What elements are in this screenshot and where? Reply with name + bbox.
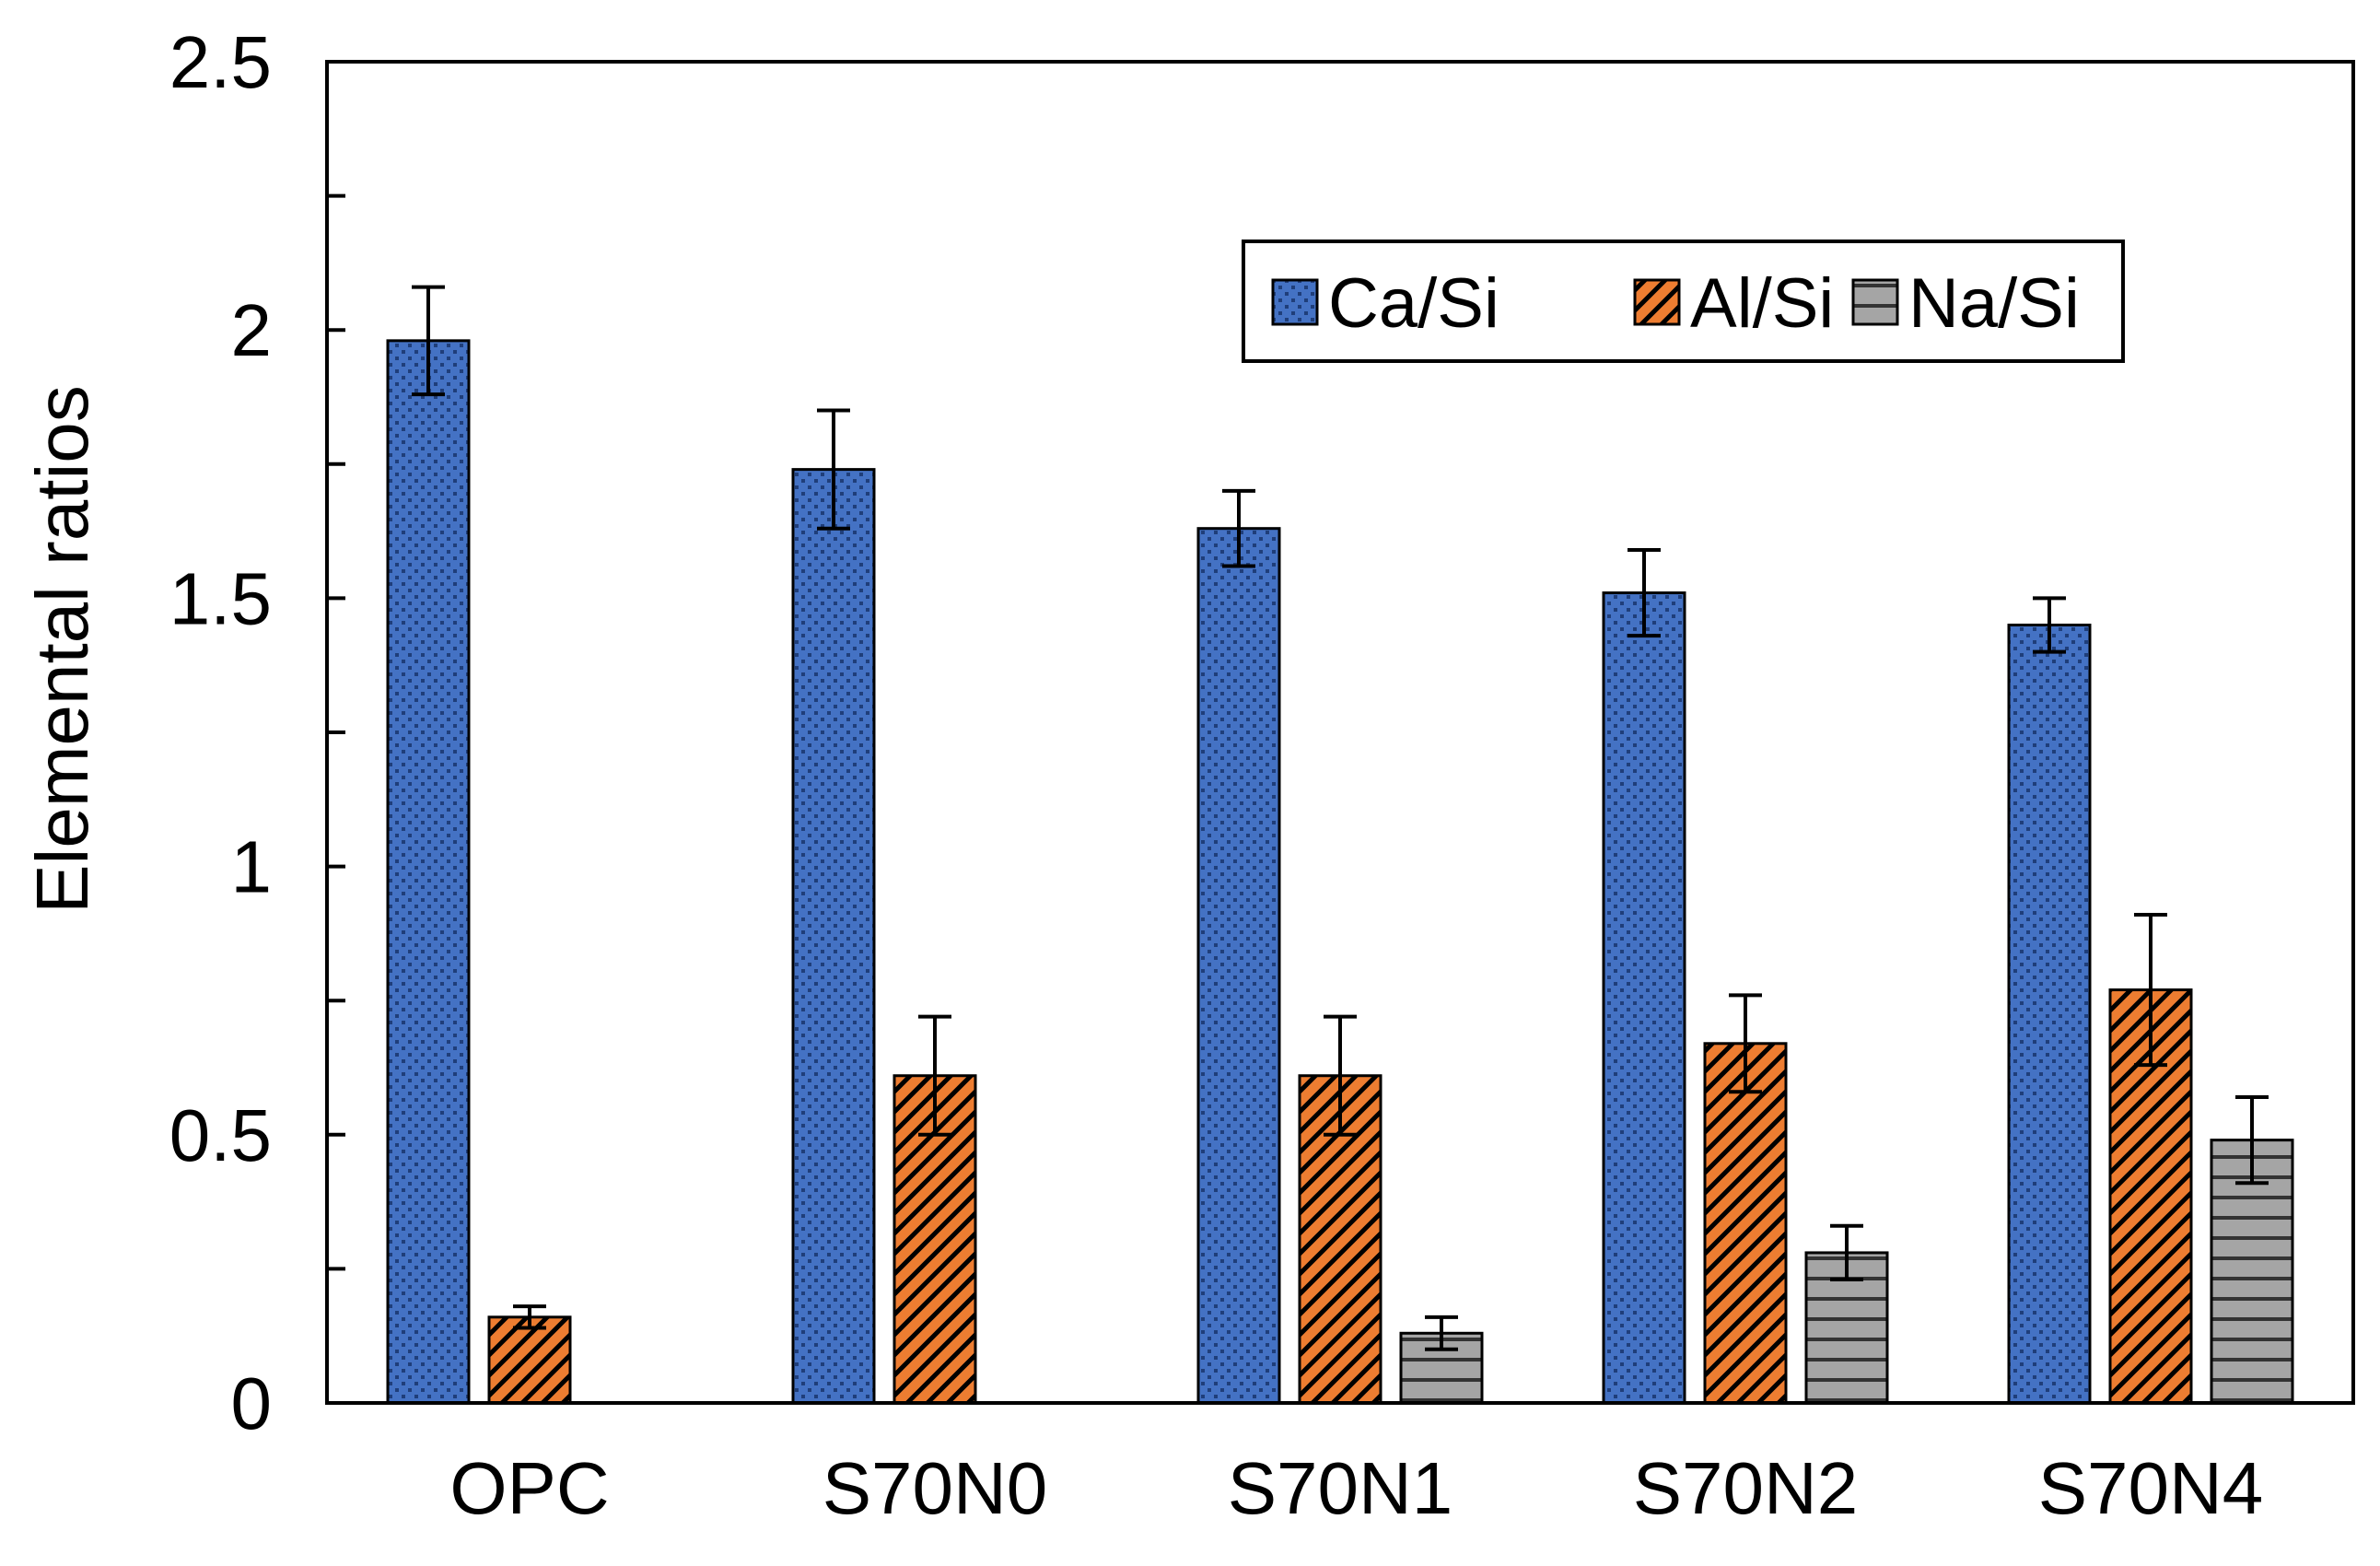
- bar-ca-si-opc: [386, 339, 471, 1405]
- legend-frame: [1242, 240, 2125, 363]
- bar-na-si-s70n2: [1804, 1251, 1889, 1405]
- x-tick-label: S70N0: [822, 1447, 1048, 1529]
- bar-ca-si-s70n4: [2007, 624, 2092, 1405]
- error-bar: [817, 408, 850, 531]
- error-bar: [2235, 1095, 2269, 1186]
- x-tick-label: OPC: [449, 1447, 609, 1529]
- legend: Ca/Si Al/Si Na/Si: [1242, 240, 2125, 363]
- x-tick-label: S70N4: [2038, 1447, 2264, 1529]
- y-tick-label: 2.5: [169, 21, 272, 103]
- y-tick-label: 0: [231, 1362, 273, 1444]
- error-bar: [1425, 1315, 1458, 1351]
- y-axis: 0 0.5 1 1.5 2 2.5: [169, 21, 345, 1444]
- x-tick-label: S70N2: [1633, 1447, 1859, 1529]
- error-bar: [412, 285, 445, 397]
- y-tick-label: 2: [231, 289, 273, 371]
- y-tick-label: 1.5: [169, 557, 272, 639]
- error-bar: [1628, 547, 1661, 638]
- bar-ca-si-s70n0: [791, 468, 876, 1405]
- x-tick-label: S70N1: [1228, 1447, 1453, 1529]
- error-bar: [2134, 913, 2167, 1068]
- legend-label-ca-si: Ca/Si: [1328, 264, 1499, 343]
- bar-ca-si-s70n1: [1196, 527, 1281, 1405]
- y-tick-label: 0.5: [169, 1094, 272, 1176]
- legend-swatch-al-si: [1633, 278, 1681, 326]
- legend-label-na-si: Na/Si: [1908, 264, 2080, 343]
- bar-ca-si-s70n2: [1602, 591, 1686, 1405]
- x-axis: OPC S70N0 S70N1 S70N2 S70N4: [449, 1447, 2263, 1529]
- error-bar: [1324, 1014, 1357, 1137]
- legend-label-al-si: Al/Si: [1690, 264, 1834, 343]
- legend-swatch-na-si: [1851, 278, 1899, 326]
- error-bar: [1222, 488, 1255, 568]
- error-bar: [1830, 1223, 1863, 1282]
- y-tick-label: 1: [231, 826, 273, 908]
- y-axis-title: Elemental ratios: [21, 385, 103, 914]
- error-bar: [2033, 596, 2066, 654]
- bar-al-si-opc: [487, 1315, 572, 1405]
- legend-swatch-ca-si: [1271, 278, 1319, 326]
- bars-layer: [386, 339, 2294, 1405]
- error-bar: [1729, 993, 1762, 1094]
- error-bar: [513, 1304, 546, 1330]
- bar-al-si-s70n2: [1703, 1042, 1788, 1405]
- error-bar: [918, 1014, 951, 1137]
- error-bars-layer: [412, 285, 2269, 1351]
